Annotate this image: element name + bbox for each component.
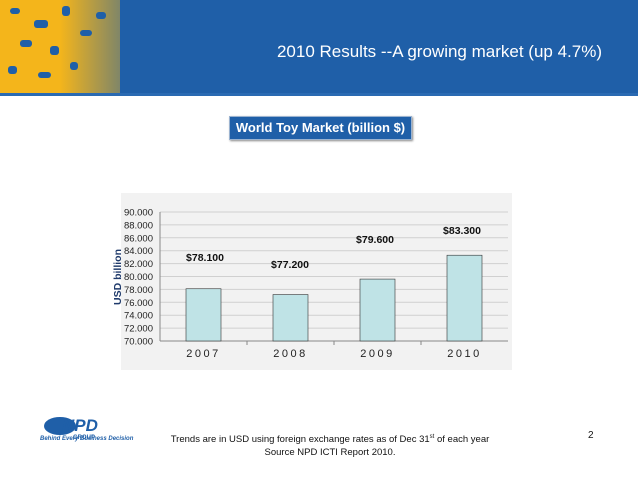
x-tick-label: 2008 [273,348,307,360]
bar [185,288,222,342]
data-label: $83.300 [443,225,481,237]
y-tick-label: 76.000 [124,298,153,309]
y-tick-label: 90.000 [124,208,153,219]
x-tick-label: 2009 [360,348,394,360]
logo-swoosh-icon [44,417,76,435]
chart-subtitle: World Toy Market (billion $) [229,116,412,140]
y-tick-label: 82.000 [124,259,153,270]
npd-logo: NPD GROUP [44,416,98,441]
data-label: $77.200 [271,259,309,271]
footnote-pre: Trends are in USD using foreign exchange… [170,434,430,446]
y-tick-label: 84.000 [124,246,153,257]
logo-tagline: Behind Every Business Decision [40,436,134,442]
y-tick-label: 88.000 [124,220,153,231]
y-tick-label: 78.000 [124,285,153,296]
x-tick-label: 2007 [186,348,220,360]
y-tick-label: 74.000 [124,311,153,322]
y-tick-label: 70.000 [124,337,153,348]
y-tick-label: 72.000 [124,324,153,335]
bar [272,294,309,342]
logo-text: NPD [62,416,98,435]
page-number: 2 [588,430,594,441]
slide-title: 2010 Results --A growing market (up 4.7%… [276,42,602,61]
header-fade [60,0,170,93]
logo-group: GROUP [73,435,95,441]
bar [446,254,483,342]
footnote-sup: st [429,434,435,440]
footnote-line-2: Source NPD ICTI Report 2010. [264,447,396,458]
y-axis-label: USD billion [112,249,124,305]
slide-header: 2010 Results --A growing market (up 4.7%… [0,0,638,93]
x-tick-label: 2010 [447,348,481,360]
footnote-post: of each year [434,434,490,446]
data-label: $79.600 [356,234,394,246]
y-tick-label: 80.000 [124,272,153,283]
bar [359,278,396,342]
y-tick-label: 86.000 [124,233,153,244]
data-label: $78.100 [186,252,224,264]
header-divider [0,93,638,96]
footnote-line-1: Trends are in USD using foreign exchange… [120,434,540,445]
